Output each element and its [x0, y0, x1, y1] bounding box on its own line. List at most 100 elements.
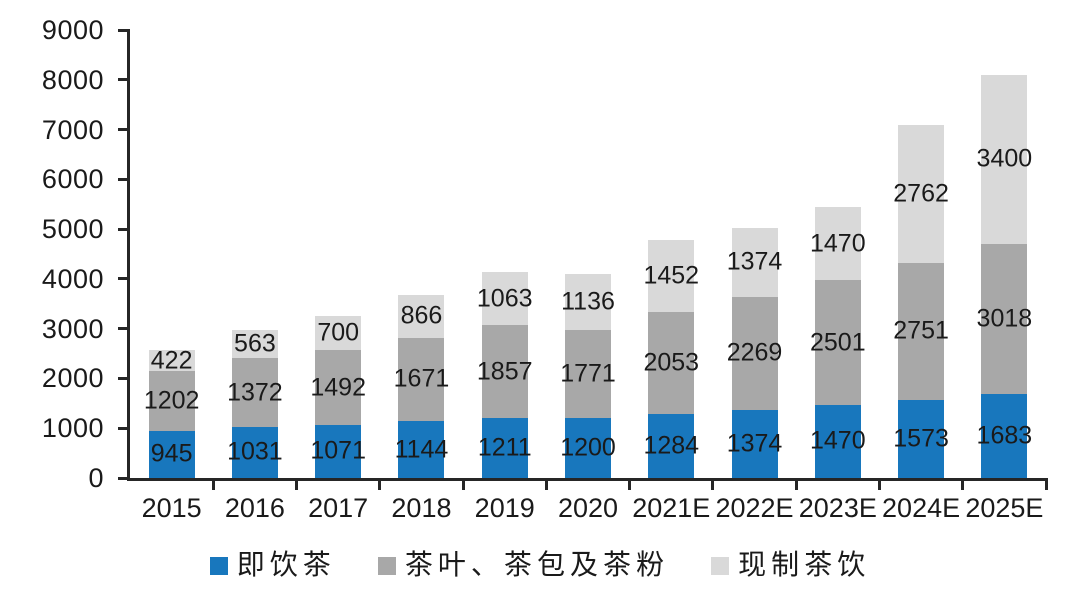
y-axis-tick-label: 9000 [41, 15, 104, 45]
x-axis-tick [544, 478, 548, 490]
x-axis-tick [461, 478, 465, 490]
bar-segment-0 [814, 404, 861, 478]
bar-segment-1 [231, 358, 278, 427]
bar-segment-1 [898, 262, 945, 400]
bar-segment-label: 1211 [477, 433, 532, 462]
legend-item-2: 现制茶饮 [711, 551, 870, 581]
x-axis-tick [711, 478, 715, 490]
legend-label: 即饮茶 [236, 550, 336, 581]
x-axis-label: 2023E [798, 493, 877, 523]
x-axis-label: 2018 [391, 493, 452, 523]
bar-segment-1 [481, 325, 528, 418]
x-axis-tick [794, 478, 798, 490]
y-axis-tick-label: 1000 [41, 413, 104, 444]
bar-segment-label: 1573 [893, 424, 949, 453]
y-axis-tick [118, 28, 130, 32]
y-axis-tick [118, 78, 130, 82]
bar-segment-label: 1202 [143, 386, 200, 415]
bar-segment-label: 2501 [810, 328, 866, 357]
bar-segment-label: 3018 [976, 304, 1033, 333]
bar-segment-2 [565, 273, 611, 331]
y-axis-tick [118, 177, 130, 181]
x-axis-label: 2025E [965, 493, 1044, 523]
bar-segment-2 [315, 315, 362, 351]
bar-segment-1 [315, 350, 362, 425]
bar-segment-label: 1470 [810, 426, 866, 455]
y-axis-tick-label: 2000 [41, 363, 104, 394]
legend-item-0: 即饮茶 [209, 550, 336, 581]
x-axis-label: 2022E [715, 493, 794, 523]
x-axis-label: 2021E [632, 493, 711, 523]
bar-segment-0 [731, 409, 778, 478]
x-axis-tick [211, 478, 215, 490]
bar-segment-2 [898, 125, 945, 263]
bar-segment-label: 1144 [394, 435, 449, 464]
bar-segment-label: 1374 [726, 429, 783, 458]
x-axis-tick [378, 478, 382, 490]
y-axis-tick [118, 277, 130, 281]
bar-segment-label: 1470 [810, 229, 866, 258]
bar-segment-2 [981, 74, 1028, 244]
bar-segment-label: 1200 [560, 433, 616, 462]
y-axis-tick-label: 5000 [41, 214, 104, 245]
bar-segment-label: 1857 [476, 357, 533, 385]
legend-item-1: 茶叶、茶包及茶粉 [377, 550, 670, 581]
bar-segment-label: 1374 [726, 247, 783, 276]
bar-segment-label: 3400 [976, 144, 1033, 173]
y-axis-tick [118, 376, 130, 380]
bar-segment-0 [481, 417, 528, 478]
bar-segment-0 [981, 394, 1028, 478]
bar-segment-label: 1671 [393, 364, 450, 393]
bar-segment-0 [315, 424, 362, 478]
bar-segment-1 [648, 311, 695, 415]
x-axis-label: 2020 [557, 493, 619, 523]
x-axis-tick [295, 478, 299, 490]
y-axis-tick-label: 8000 [41, 64, 104, 95]
bar-segment-0 [398, 421, 445, 478]
y-axis-tick-label: 6000 [41, 164, 104, 195]
bar-segment-label: 2053 [643, 348, 700, 377]
bar-segment-2 [648, 239, 695, 312]
bar-segment-label: 1136 [561, 287, 615, 316]
x-axis-label: 2019 [474, 493, 535, 523]
bar-segment-label: 700 [317, 318, 360, 347]
bar-segment-label: 1492 [310, 373, 366, 402]
bar-segment-label: 1063 [476, 284, 533, 313]
x-axis-tick [877, 478, 881, 490]
legend-label: 茶叶、茶包及茶粉 [404, 550, 670, 581]
x-axis-line [127, 478, 1046, 481]
legend-swatch [711, 557, 730, 575]
bar-segment-2 [398, 294, 445, 338]
x-axis-label: 2017 [308, 493, 369, 523]
x-axis-tick [1044, 478, 1048, 490]
legend-label: 现制茶饮 [738, 550, 871, 581]
y-axis-tick [118, 128, 130, 132]
bar-segment-label: 866 [400, 301, 443, 330]
bar-segment-label: 422 [150, 346, 193, 375]
x-axis-tick [961, 478, 965, 490]
bar-segment-0 [648, 414, 695, 478]
bar-segment-label: 563 [234, 329, 276, 358]
x-axis-label: 2015 [141, 493, 202, 523]
bar-segment-0 [148, 430, 195, 478]
x-axis-label: 2016 [224, 493, 285, 523]
x-axis-label: 2024E [882, 493, 961, 523]
y-axis-tick [118, 327, 130, 331]
y-axis-tick [118, 227, 130, 231]
bar-segment-label: 2269 [726, 338, 783, 367]
legend-swatch [377, 557, 396, 575]
bar-segment-2 [231, 330, 278, 359]
bar-segment-label: 1372 [227, 378, 283, 407]
y-axis-tick-label: 4000 [41, 263, 104, 294]
bar-segment-0 [898, 399, 945, 478]
bar-segment-label: 2751 [893, 316, 949, 345]
y-axis-tick [118, 476, 130, 480]
bar-segment-label: 1771 [560, 359, 616, 388]
y-axis-tick [118, 426, 130, 430]
bar-segment-0 [231, 426, 278, 478]
y-axis-line [127, 30, 130, 481]
chart-legend: 即饮茶 茶叶、茶包及茶粉 现制茶饮 [0, 551, 1080, 581]
bar-segment-1 [565, 330, 611, 419]
legend-swatch [209, 557, 228, 575]
